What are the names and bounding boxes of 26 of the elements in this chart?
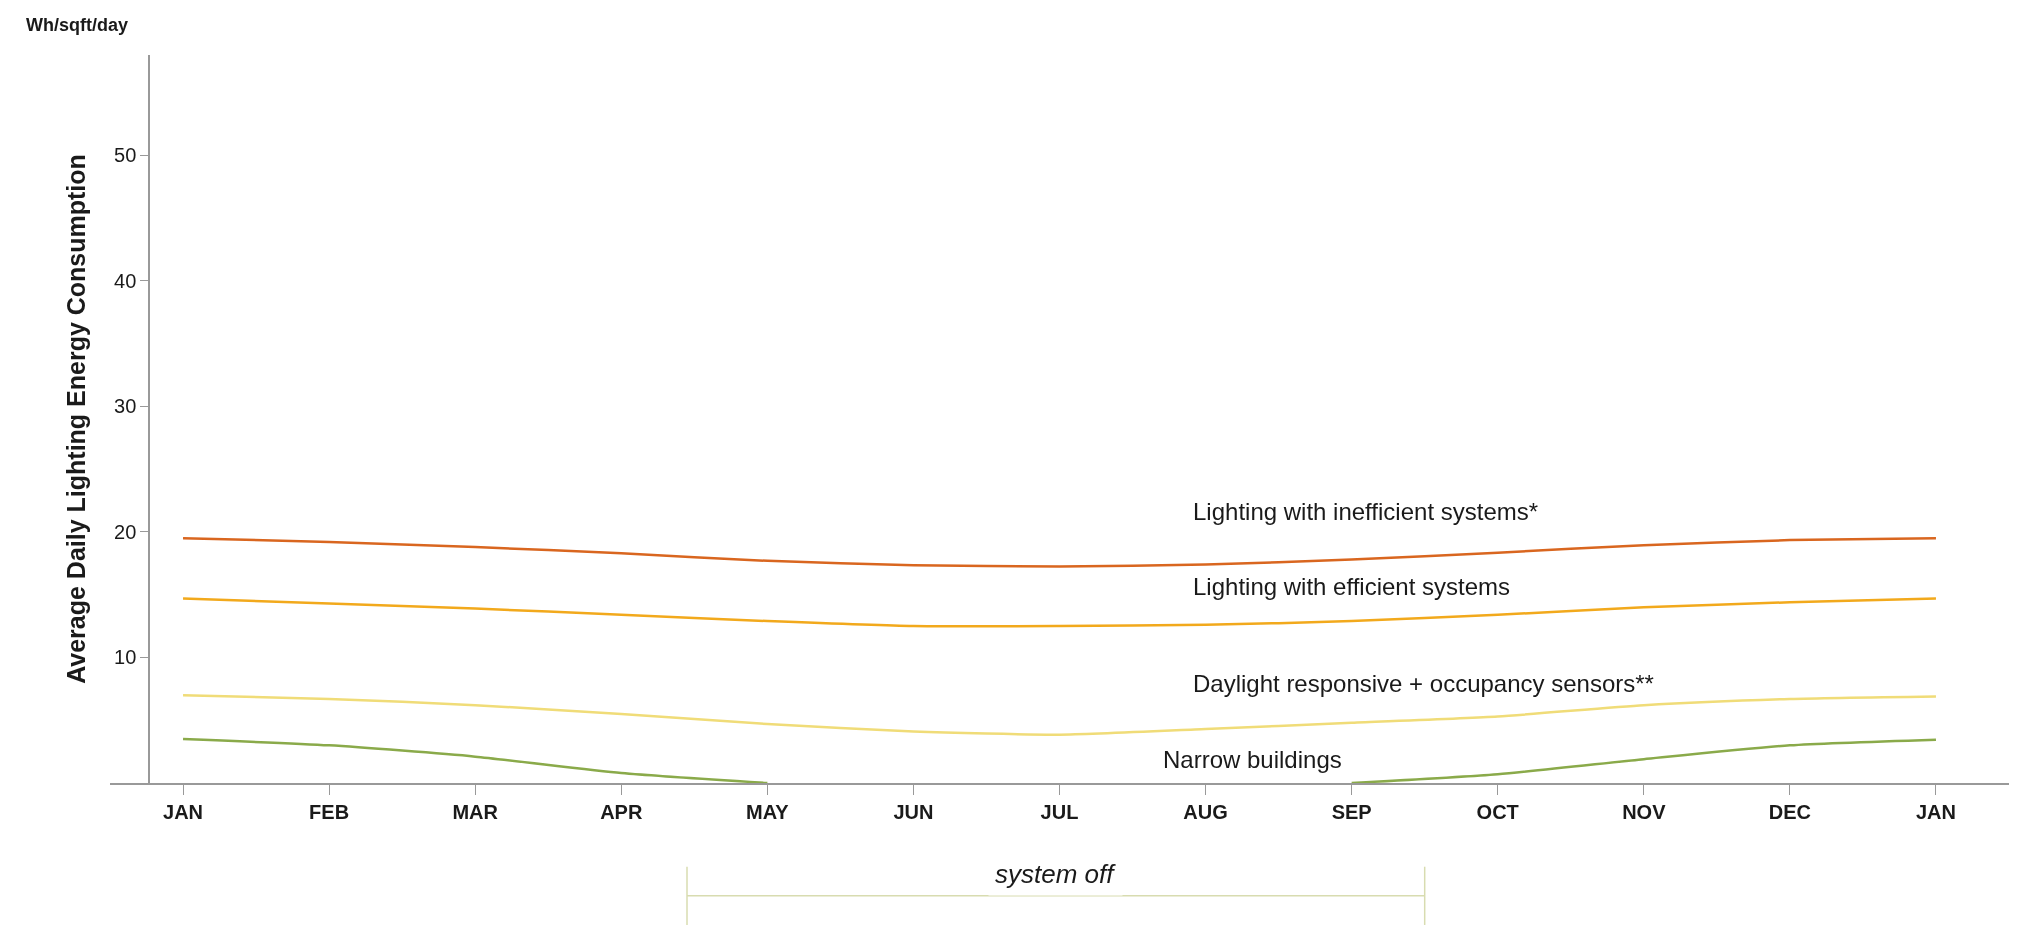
y-tick-label: 20 [114, 520, 137, 543]
line-series [181, 536, 1938, 568]
x-tick-label: OCT [1476, 800, 1519, 823]
y-axis-title: Average Daily Lighting Energy Consumption [62, 154, 91, 684]
x-tick-label: DEC [1768, 800, 1811, 823]
x-tick-label: JUL [1040, 800, 1079, 823]
x-tick-label: NOV [1622, 800, 1667, 823]
series-label: Daylight responsive + occupancy sensors** [1193, 670, 1654, 697]
y-tick-label: 50 [114, 144, 137, 167]
series-label: Lighting with inefficient systems* [1193, 498, 1539, 525]
series-label: Narrow buildings [1163, 746, 1342, 773]
text: system off [995, 859, 1117, 889]
x-tick-label: JAN [163, 800, 204, 823]
x-tick-label: FEB [309, 800, 350, 823]
text: Wh/sqft/day [26, 15, 128, 35]
y-tick-label: 10 [114, 646, 137, 669]
y-tick-label: 30 [114, 395, 137, 418]
x-tick-label: SEP [1331, 800, 1372, 823]
series-label: Lighting with efficient systems [1193, 573, 1511, 600]
x-tick-label: MAR [452, 800, 499, 823]
x-tick-label: MAY [746, 800, 790, 823]
x-tick-label: APR [600, 800, 643, 823]
x-tick-label: JUN [893, 800, 934, 823]
x-tick-label: AUG [1183, 800, 1228, 823]
x-tick-label: JAN [1915, 800, 1956, 823]
y-tick-label: 40 [114, 269, 137, 292]
